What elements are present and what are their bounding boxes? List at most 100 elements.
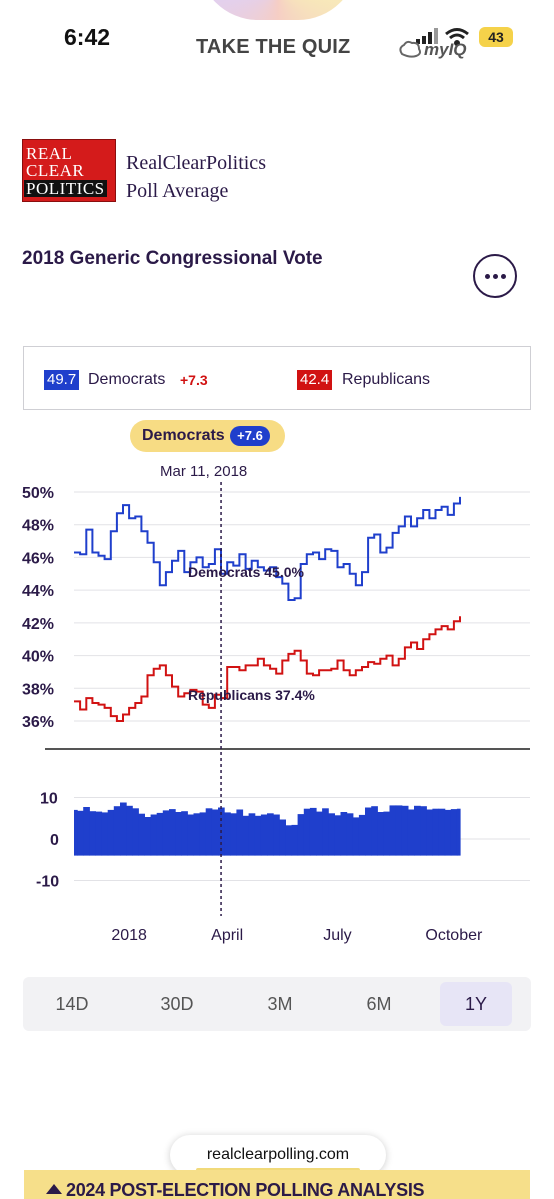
spread-bar bbox=[248, 813, 256, 856]
spread-bar bbox=[358, 814, 366, 856]
spread-bar bbox=[181, 811, 188, 856]
republicans-legend-label: Republicans bbox=[342, 371, 431, 388]
wifi-icon bbox=[445, 28, 469, 46]
logo-line-1: REAL bbox=[26, 144, 73, 163]
range-tab-30d[interactable]: 30D bbox=[160, 994, 194, 1014]
spread-bar bbox=[144, 817, 152, 856]
spread-bar bbox=[273, 814, 280, 856]
take-quiz-link[interactable]: TAKE THE QUIZ bbox=[196, 36, 351, 58]
spread-bar bbox=[267, 813, 274, 856]
more-dot-icon bbox=[492, 273, 498, 279]
brain-icon bbox=[399, 40, 421, 58]
more-dot-icon bbox=[500, 273, 506, 279]
spread-y-tick-label: -10 bbox=[36, 874, 59, 891]
spread-bar bbox=[432, 808, 440, 856]
spread-y-tick-label: 10 bbox=[40, 791, 58, 808]
y-tick-label: 48% bbox=[22, 518, 54, 535]
spread-bar bbox=[236, 809, 244, 856]
spread-bar bbox=[450, 809, 458, 856]
brand-name: RealClearPolitics bbox=[126, 152, 266, 174]
x-tick-label: October bbox=[425, 927, 483, 944]
spread-bar bbox=[395, 805, 403, 856]
promo-banner[interactable]: 2024 POST-ELECTION POLLING ANALYSIS bbox=[24, 1170, 530, 1199]
spread-bar bbox=[150, 814, 158, 856]
spread-bar bbox=[175, 812, 182, 856]
promo-banner-text: 2024 POST-ELECTION POLLING ANALYSIS bbox=[66, 1180, 425, 1199]
spread-bar bbox=[371, 806, 378, 856]
spread-bar bbox=[383, 811, 391, 856]
range-tab-3m[interactable]: 3M bbox=[267, 994, 293, 1014]
logo-line-3: POLITICS bbox=[24, 179, 107, 198]
range-selector: 14D 30D 3M 6M 1Y bbox=[23, 977, 531, 1031]
spread-bar bbox=[77, 810, 84, 856]
spread-bar bbox=[193, 813, 201, 856]
spread-bar bbox=[89, 811, 96, 856]
arrow-up-icon bbox=[46, 1184, 62, 1194]
spread-bar bbox=[285, 825, 293, 856]
spread-bar bbox=[132, 808, 139, 856]
spread-bar bbox=[426, 809, 433, 856]
spread-bar bbox=[291, 824, 299, 856]
leader-pill: Democrats +7.6 bbox=[130, 420, 285, 452]
spread-bar bbox=[254, 815, 262, 856]
y-tick-label: 50% bbox=[22, 485, 54, 502]
republicans-cursor-label: Republicans 37.4% bbox=[188, 687, 315, 703]
x-tick-label: July bbox=[323, 927, 351, 944]
y-tick-label: 44% bbox=[22, 583, 54, 600]
spread-bar bbox=[297, 814, 305, 856]
spread-bar bbox=[414, 805, 421, 856]
legend-box: 49.7 Democrats +7.3 42.4 Republicans bbox=[23, 346, 531, 410]
logo-line-2: CLEAR bbox=[26, 161, 85, 180]
democrats-cursor-label: Democrats 45.0% bbox=[188, 564, 305, 580]
spread-bar bbox=[205, 808, 213, 856]
democrats-legend-label: Democrats bbox=[88, 371, 166, 388]
spread-bar bbox=[162, 810, 170, 856]
poll-chart[interactable]: 36% 38% 40% 42% 44% 46% 48% 50% 10 0 -10 Democrats … bbox=[0, 480, 554, 950]
spread-bar bbox=[199, 812, 207, 856]
spread-bar bbox=[316, 811, 323, 856]
democrats-series-line bbox=[74, 496, 461, 601]
spread-bar bbox=[95, 811, 103, 856]
spread-bar bbox=[260, 814, 268, 856]
range-tab-6m[interactable]: 6M bbox=[366, 994, 392, 1014]
page-title: 2018 Generic Congressional Vote bbox=[22, 248, 323, 269]
range-tab-1y[interactable]: 1Y bbox=[440, 982, 512, 1026]
democrats-spread: +7.3 bbox=[180, 372, 208, 388]
status-time: 6:42 bbox=[64, 24, 111, 50]
spread-bar bbox=[230, 813, 237, 856]
spread-bar bbox=[156, 812, 164, 856]
spread-bar bbox=[444, 809, 452, 856]
rcp-logo[interactable]: REAL CLEAR POLITICS bbox=[22, 139, 116, 202]
spread-bar bbox=[211, 809, 219, 856]
democrats-value-badge: 49.7 bbox=[44, 370, 80, 390]
spread-bar bbox=[438, 808, 446, 856]
x-tick-label: April bbox=[211, 927, 243, 944]
spread-bar bbox=[328, 813, 335, 856]
brand-subtitle: Poll Average bbox=[126, 180, 229, 202]
more-options-button[interactable] bbox=[473, 254, 517, 298]
spread-bar bbox=[279, 819, 286, 856]
myiq-label[interactable]: myIQ bbox=[424, 40, 467, 59]
cursor-date: Mar 11, 2018 bbox=[160, 463, 248, 480]
spread-bar bbox=[401, 805, 409, 856]
x-tick-label: 2018 bbox=[111, 927, 147, 944]
spread-bar bbox=[138, 813, 145, 856]
republicans-series-line bbox=[74, 616, 461, 722]
color-arc-decoration bbox=[198, 0, 358, 20]
spread-bar bbox=[407, 809, 415, 856]
leader-spread-badge: +7.6 bbox=[230, 426, 270, 446]
spread-bar bbox=[242, 815, 250, 856]
spread-y-tick-label: 0 bbox=[50, 832, 59, 849]
spread-bar bbox=[303, 808, 311, 856]
signal-icon bbox=[416, 28, 438, 44]
battery-badge: 43 bbox=[479, 27, 513, 47]
y-tick-label: 42% bbox=[22, 616, 54, 633]
spread-bar bbox=[224, 812, 231, 856]
range-tab-14d[interactable]: 14D bbox=[55, 994, 89, 1014]
y-tick-label: 46% bbox=[22, 550, 54, 567]
spread-bar bbox=[309, 807, 317, 856]
spread-bar bbox=[352, 817, 360, 856]
spread-bar bbox=[101, 812, 109, 856]
spread-bar bbox=[456, 808, 461, 856]
spread-bar bbox=[346, 813, 354, 856]
